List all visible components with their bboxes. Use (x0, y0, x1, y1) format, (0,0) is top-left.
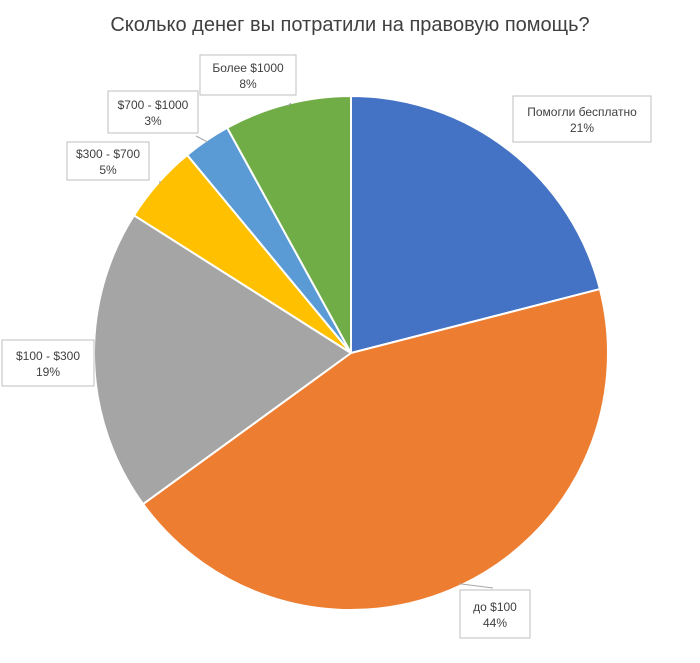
data-label: Более $1000 8% (200, 55, 296, 95)
chart-title: Сколько денег вы потратили на правовую п… (0, 14, 700, 37)
data-label: $300 - $700 5% (67, 142, 149, 180)
slice-percent: 5% (99, 163, 117, 177)
data-label-box (513, 96, 651, 142)
slice-label: Более $1000 (212, 61, 284, 75)
data-label: $100 - $300 19% (2, 340, 94, 386)
slice-label: $100 - $300 (16, 349, 80, 363)
data-label: до $100 44% (460, 590, 530, 638)
data-label: Помогли бесплатно 21% (513, 96, 651, 142)
data-label-box (2, 340, 94, 386)
slice-label: до $100 (473, 600, 517, 614)
slice-label: Помогли бесплатно (527, 105, 637, 119)
leader-line (460, 584, 493, 588)
leader-line (196, 136, 208, 142)
data-label-box (460, 590, 530, 638)
slice-percent: 19% (36, 365, 60, 379)
slice-percent: 3% (144, 114, 162, 128)
slice-percent: 8% (239, 77, 257, 91)
slice-label: $300 - $700 (76, 147, 140, 161)
slice-label: $700 - $1000 (118, 98, 189, 112)
slice-percent: 21% (570, 121, 594, 135)
slice-percent: 44% (483, 616, 507, 630)
data-label: $700 - $1000 3% (108, 91, 198, 133)
